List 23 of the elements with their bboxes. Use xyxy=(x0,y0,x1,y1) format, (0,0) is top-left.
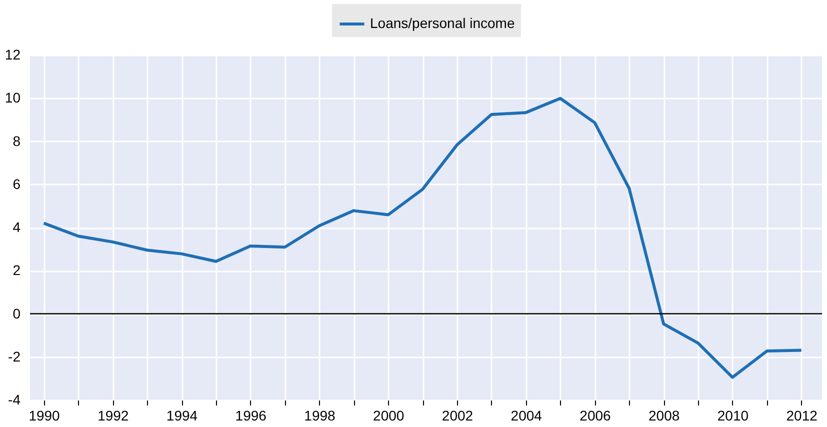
x-tick-label: 1996 xyxy=(235,408,267,424)
y-tick-label: 0 xyxy=(12,305,21,322)
y-tick-label: 10 xyxy=(4,90,21,106)
x-tick-label: 1992 xyxy=(98,408,129,424)
x-tick-label: 2004 xyxy=(510,408,542,424)
line-series xyxy=(42,96,803,379)
x-tick-label: 1994 xyxy=(166,408,198,424)
y-tick-label: 4 xyxy=(12,219,21,235)
x-tick-label: 1990 xyxy=(28,408,60,424)
x-tick-label: 2012 xyxy=(786,408,818,424)
y-tick-label: 8 xyxy=(12,132,21,149)
x-tick-label: 1998 xyxy=(304,408,336,424)
y-tick-label: -2 xyxy=(8,348,21,364)
x-tick-label: 2002 xyxy=(442,408,474,424)
x-tick-label: 2000 xyxy=(373,408,404,424)
x-tick-label: 2010 xyxy=(717,408,749,424)
y-tick-label: 6 xyxy=(12,176,21,192)
x-tick-label: 2006 xyxy=(580,408,612,424)
y-tick-label: 2 xyxy=(12,262,21,278)
x-tick-label: 2008 xyxy=(648,408,680,424)
y-tick-label: 12 xyxy=(4,46,21,62)
legend-label: Loans/personal income xyxy=(370,15,515,31)
y-tick-label: -4 xyxy=(8,392,21,408)
